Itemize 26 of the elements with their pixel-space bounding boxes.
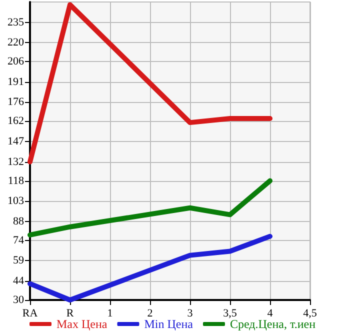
x-tick-label: 4,5: [303, 308, 318, 320]
y-tick-label: 176: [8, 96, 24, 108]
y-tick-label: 147: [8, 136, 24, 148]
y-tick-label: 59: [13, 254, 24, 267]
y-tick-label: 220: [8, 36, 24, 49]
y-tick-label: 191: [8, 76, 24, 88]
y-tick-label: 88: [13, 215, 24, 228]
y-tick-label: 103: [8, 195, 24, 208]
y-tick-label: 235: [8, 16, 24, 28]
x-tick-label: 4: [267, 308, 274, 320]
x-tick-label: 2: [147, 308, 153, 320]
legend-label: Сред.Цена, т.иен: [230, 317, 316, 331]
y-tick-label: 118: [8, 174, 24, 187]
y-tick-label: 206: [8, 56, 24, 68]
x-tick-label: 1: [107, 308, 113, 320]
y-tick-label: 44: [13, 275, 24, 288]
legend-label: Min Цена: [144, 317, 194, 331]
x-tick-label: RA: [22, 308, 38, 320]
legend-label: Max Цена: [56, 317, 108, 331]
y-tick-label: 162: [8, 115, 24, 128]
y-tick-label: 30: [13, 294, 24, 306]
x-tick-label: R: [66, 308, 74, 320]
y-tick-label: 132: [8, 156, 24, 168]
x-tick-label: 3,5: [223, 308, 238, 320]
y-tick-label: 74: [13, 234, 24, 246]
x-tick-label: 3: [187, 308, 194, 320]
